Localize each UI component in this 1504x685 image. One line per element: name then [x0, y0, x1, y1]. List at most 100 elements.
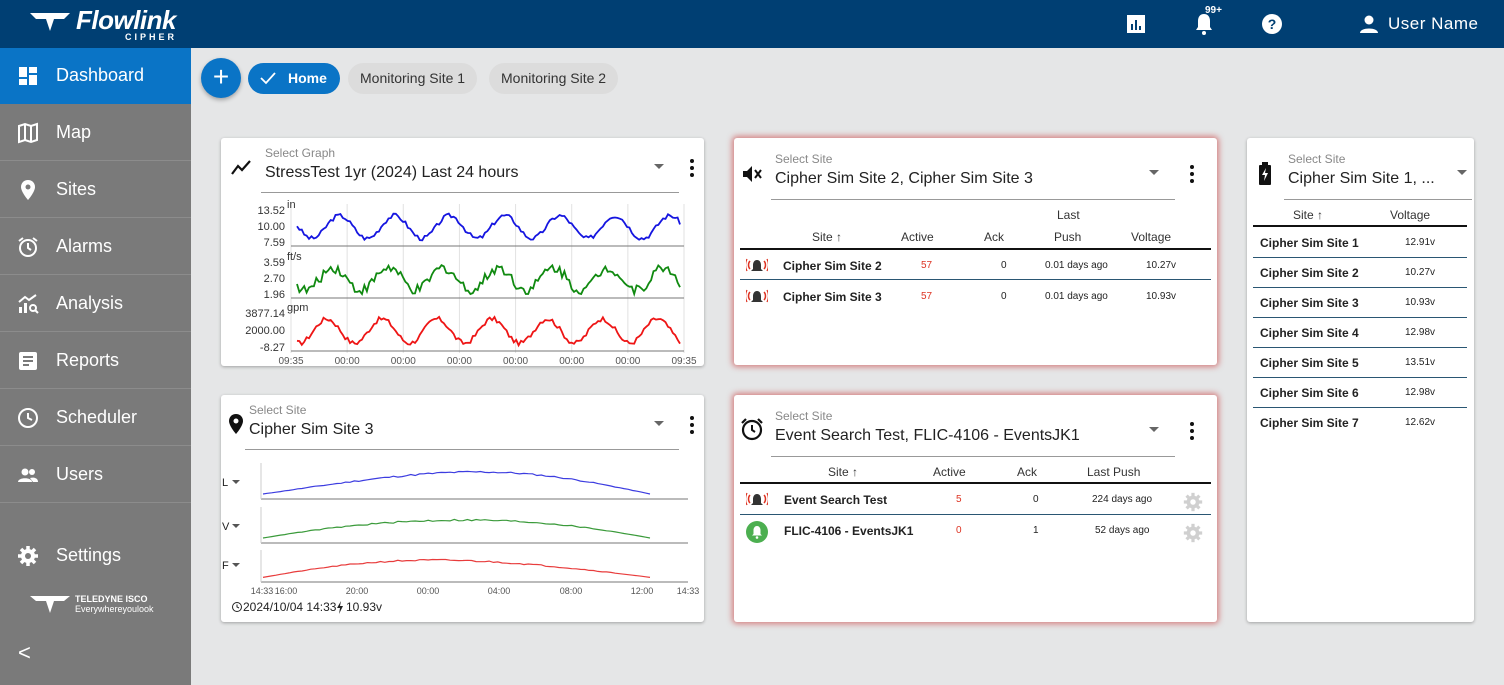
series-line[interactable] [296, 263, 681, 298]
select-site-value[interactable]: Event Search Test, FLIC-4106 - EventsJK1 [775, 427, 1080, 444]
stats-icon[interactable] [1124, 12, 1148, 36]
select-site-label: Select Site [775, 152, 833, 166]
alarm-site-dropdown-arrow-icon[interactable] [1149, 170, 1159, 175]
sidebar-item-map[interactable]: Map [0, 105, 191, 161]
site-graph-widget: Select Site Cipher Sim Site 3 L V F 14:33 16… [221, 395, 704, 622]
column-header-active[interactable]: Active [933, 465, 966, 479]
site-dropdown-arrow-icon[interactable] [654, 421, 664, 426]
help-icon[interactable]: ? [1260, 12, 1284, 36]
column-header-site[interactable]: Site ↑ [812, 230, 843, 244]
tab-monitoring-site-1[interactable]: Monitoring Site 1 [348, 63, 478, 94]
site-graph-options-menu-icon[interactable] [689, 416, 695, 434]
cell-site: Cipher Sim Site 7 [1260, 416, 1359, 430]
graph-dropdown-arrow-icon[interactable] [654, 164, 664, 169]
cell-active: 57 [921, 291, 933, 302]
series-line[interactable] [296, 315, 681, 348]
trend-line[interactable] [262, 470, 651, 495]
table-header-divider [740, 482, 1211, 484]
alarm-options-menu-icon[interactable] [1189, 165, 1195, 183]
cell-ack: 0 [1001, 291, 1007, 302]
alarm-bell-icon [746, 492, 768, 506]
column-header-site[interactable]: Site ↑ [1293, 208, 1324, 222]
notifications-bell-icon[interactable] [1192, 12, 1216, 36]
user-avatar-icon[interactable] [1357, 12, 1381, 36]
row-dropdown-icon[interactable] [232, 563, 240, 567]
column-header-last-push[interactable]: Last Push [1087, 465, 1141, 479]
tab-home[interactable]: Home [248, 63, 340, 94]
y-tick-label: -8.27 [260, 342, 285, 354]
column-header-last-push[interactable]: Push [1054, 230, 1082, 244]
graph-options-menu-icon[interactable] [689, 159, 695, 177]
series-line[interactable] [296, 212, 681, 242]
cell-site: Cipher Sim Site 4 [1260, 326, 1359, 340]
sidebar-item-settings[interactable]: Settings [0, 528, 191, 584]
x-tick-label: 04:00 [488, 586, 511, 596]
x-tick-label: 14:33 [251, 586, 274, 596]
sidebar-item-scheduler[interactable]: Scheduler [0, 390, 191, 446]
gear-icon[interactable] [1182, 491, 1204, 513]
x-tick-label: 12:00 [631, 586, 654, 596]
trend-line[interactable] [262, 558, 651, 578]
cell-site: FLIC-4106 - EventsJK1 [784, 524, 914, 538]
select-site-value[interactable]: Cipher Sim Site 2, Cipher Sim Site 3 [775, 170, 1033, 187]
flowlink-logo[interactable]: Flowlink CIPHER [30, 5, 180, 45]
tab-monitoring-site-2[interactable]: Monitoring Site 2 [489, 63, 619, 94]
column-header-ack[interactable]: Ack [1017, 465, 1038, 479]
event-options-menu-icon[interactable] [1189, 422, 1195, 440]
cell-voltage: 10.27v [1405, 267, 1436, 278]
users-icon [18, 468, 38, 482]
select-underline [245, 449, 679, 450]
sidebar-item-alarms[interactable]: Alarms [0, 219, 191, 275]
alarm-clock-icon [18, 237, 38, 257]
select-site-value[interactable]: Cipher Sim Site 1, ... [1288, 170, 1435, 187]
x-tick-label: 09:35 [278, 356, 303, 366]
x-tick-label: 00:00 [391, 356, 416, 366]
y-tick-label: 2000.00 [245, 325, 285, 337]
location-pin-icon [21, 180, 35, 200]
sidebar-item-reports[interactable]: Reports [0, 333, 191, 389]
column-header-ack[interactable]: Ack [984, 230, 1005, 244]
y-tick-label: 2.70 [264, 273, 285, 285]
cell-voltage: 12.91v [1405, 237, 1436, 248]
battery-voltage: 10.93v [346, 600, 382, 614]
select-underline [771, 199, 1175, 200]
trend-line[interactable] [262, 518, 651, 539]
tab-label: Home [288, 70, 327, 86]
cell-active: 5 [956, 494, 962, 505]
row-dropdown-icon[interactable] [232, 524, 240, 528]
column-header-active[interactable]: Active [901, 230, 934, 244]
column-header-voltage[interactable]: Voltage [1390, 208, 1431, 222]
select-graph-value[interactable]: StressTest 1yr (2024) Last 24 hours [265, 164, 519, 181]
row-dropdown-icon[interactable] [232, 480, 240, 484]
sidebar-item-label: Sites [56, 179, 97, 199]
select-site-value[interactable]: Cipher Sim Site 3 [249, 421, 374, 438]
column-header-voltage[interactable]: Voltage [1131, 230, 1172, 244]
select-site-label: Select Site [249, 403, 307, 417]
notification-count-badge: 99+ [1205, 5, 1222, 16]
sidebar-item-analysis[interactable]: Analysis [0, 276, 191, 332]
cell-site: Cipher Sim Site 2 [1260, 266, 1359, 280]
column-header-last-push-top[interactable]: Last [1057, 208, 1080, 222]
user-name[interactable]: User Name [1388, 14, 1479, 33]
gear-icon[interactable] [1182, 522, 1204, 544]
sidebar-item-users[interactable]: Users [0, 447, 191, 503]
add-tab-button[interactable]: + [201, 58, 241, 98]
sidebar-item-sites[interactable]: Sites [0, 162, 191, 218]
row-divider [740, 514, 1211, 515]
sidebar-item-label: Users [56, 464, 104, 484]
voltage-site-dropdown-arrow-icon[interactable] [1457, 170, 1467, 175]
collapse-sidebar-button[interactable]: < [18, 640, 31, 665]
x-tick-label: 16:00 [275, 586, 298, 596]
event-site-dropdown-arrow-icon[interactable] [1149, 427, 1159, 432]
voltage-widget: Select Site Cipher Sim Site 1, ... Site … [1247, 138, 1474, 622]
sidebar-item-dashboard[interactable]: Dashboard [0, 48, 191, 104]
trend-line-icon [231, 160, 251, 175]
column-header-site[interactable]: Site ↑ [828, 465, 859, 479]
x-tick-label: 00:00 [335, 356, 360, 366]
table-header-divider [740, 248, 1211, 250]
cell-site: Cipher Sim Site 6 [1260, 386, 1359, 400]
row-divider [1253, 347, 1467, 348]
analysis-icon [18, 294, 39, 314]
